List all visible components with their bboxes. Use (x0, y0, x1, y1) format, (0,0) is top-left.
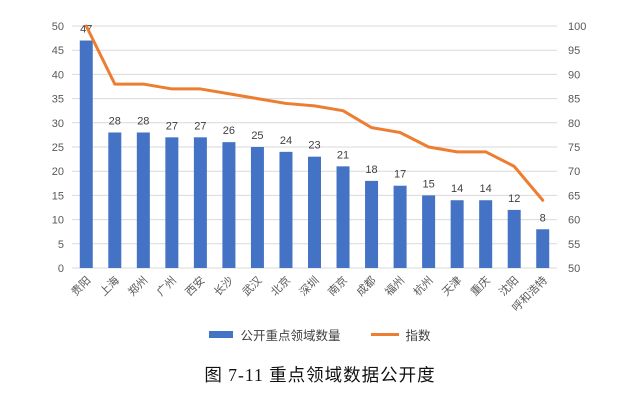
bar-北京 (279, 151, 293, 268)
left-axis-tick: 15 (52, 190, 64, 202)
x-label-上海: 上海 (96, 273, 121, 298)
bar-value-label: 26 (223, 125, 235, 137)
bar-成都 (365, 180, 379, 268)
left-axis-tick: 30 (52, 118, 64, 130)
right-axis-tick: 80 (568, 118, 580, 130)
bar-value-label: 27 (166, 120, 178, 132)
left-axis-tick: 10 (52, 215, 64, 227)
right-axis-tick: 70 (568, 166, 580, 178)
legend-item-bar-series: 公开重点领域数量 (209, 325, 341, 344)
bar-深圳 (308, 156, 321, 268)
x-label-成都: 成都 (354, 274, 379, 299)
bar-value-label: 14 (451, 183, 463, 195)
bar-value-label: 21 (337, 149, 349, 161)
right-axis-tick: 90 (568, 69, 580, 81)
bar-呼和浩特 (536, 229, 550, 268)
bar-value-label: 12 (508, 193, 520, 205)
bar-value-label: 14 (480, 183, 492, 195)
bar-series-label: 公开重点领域数量 (240, 328, 341, 343)
x-label-南京: 南京 (325, 273, 350, 298)
bar-贵阳 (79, 40, 93, 268)
bar-value-label: 18 (365, 164, 377, 176)
bar-天津 (450, 200, 464, 268)
left-axis-tick: 40 (52, 69, 64, 81)
x-label-郑州: 郑州 (125, 273, 150, 298)
bar-value-label: 8 (540, 212, 546, 224)
x-label-天津: 天津 (440, 274, 465, 299)
bar-series-swatch-icon (209, 330, 234, 338)
right-axis-tick: 75 (568, 142, 580, 154)
bar-重庆 (479, 200, 493, 268)
right-axis-tick: 100 (568, 21, 586, 33)
bar-广州 (165, 137, 179, 268)
left-axis-tick: 35 (52, 94, 64, 106)
x-label-武汉: 武汉 (240, 274, 265, 299)
right-axis-tick: 95 (568, 45, 580, 57)
left-axis-tick: 45 (52, 45, 64, 57)
bar-南京 (336, 166, 350, 268)
bar-福州 (393, 185, 407, 268)
bar-武汉 (250, 147, 264, 268)
chart-legend: 公开重点领域数量 指数 (0, 325, 640, 344)
line-series-label: 指数 (405, 328, 431, 343)
right-axis-tick: 50 (568, 263, 580, 275)
bar-value-label: 15 (422, 178, 434, 190)
left-axis-tick: 0 (58, 263, 64, 275)
left-axis-tick: 20 (52, 166, 64, 178)
bar-沈阳 (507, 209, 521, 268)
right-axis-tick: 85 (568, 94, 580, 106)
bar-value-label: 25 (251, 130, 263, 142)
x-label-北京: 北京 (268, 273, 293, 298)
legend-item-line-series: 指数 (370, 325, 431, 344)
x-label-沈阳: 沈阳 (496, 273, 521, 298)
bar-郑州 (136, 132, 150, 268)
x-label-贵阳: 贵阳 (69, 274, 94, 299)
x-label-杭州: 杭州 (410, 273, 435, 298)
right-axis-tick: 60 (568, 215, 580, 227)
bar-value-label: 28 (109, 115, 121, 127)
left-axis-tick: 50 (52, 21, 64, 33)
right-axis-tick: 65 (568, 190, 580, 202)
bar-上海 (108, 132, 122, 268)
bar-长沙 (222, 142, 236, 268)
bar-杭州 (422, 195, 436, 268)
x-label-福州: 福州 (382, 273, 407, 298)
left-axis-tick: 5 (58, 239, 64, 251)
x-label-重庆: 重庆 (467, 273, 492, 298)
x-label-深圳: 深圳 (297, 274, 322, 299)
bar-value-label: 28 (137, 115, 149, 127)
figure-7-11: 0 50 5 55 10 60 15 65 20 70 25 75 30 80 35 85 40 90 45 95 50… (0, 21, 640, 385)
line-series-swatch-icon (370, 332, 399, 336)
bar-西安 (193, 137, 207, 268)
right-axis-tick: 55 (568, 239, 580, 251)
index-line (84, 24, 545, 202)
x-label-西安: 西安 (182, 273, 207, 298)
bar-value-label: 24 (280, 135, 292, 147)
bar-value-label: 23 (308, 140, 320, 152)
x-label-长沙: 长沙 (211, 274, 236, 299)
bar-value-label: 17 (394, 169, 406, 181)
left-axis-tick: 25 (52, 142, 64, 154)
x-label-广州: 广州 (154, 274, 179, 299)
bar-value-label: 27 (194, 120, 206, 132)
figure-caption: 图 7-11 重点领域数据公开度 (204, 365, 436, 385)
